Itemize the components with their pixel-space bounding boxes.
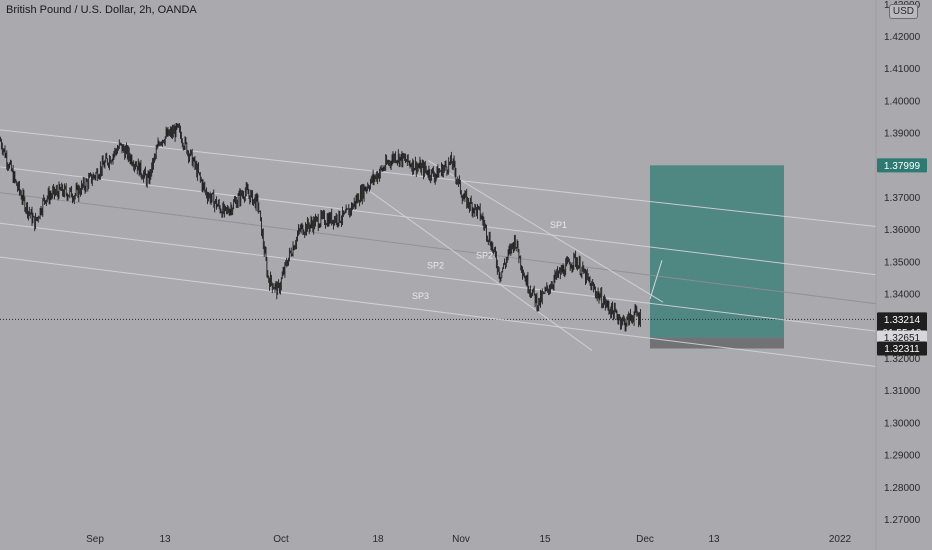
price-tag-box <box>877 312 927 327</box>
candle-layer <box>0 123 641 332</box>
trendline-layer <box>0 129 877 368</box>
y-tick-label: 1.30000 <box>884 418 921 429</box>
y-tick-label: 1.28000 <box>884 483 921 494</box>
y-tick-label: 1.29000 <box>884 451 921 462</box>
y-tick-label: 1.39000 <box>884 129 921 140</box>
x-tick-label: 15 <box>539 534 551 545</box>
price-tag-target: 1.37999 <box>877 158 927 173</box>
y-tick-label: 1.42000 <box>884 32 921 43</box>
y-tick-label: 1.37000 <box>884 193 921 204</box>
price-tag-label: 1.32311 <box>884 344 920 355</box>
price-tag-box <box>877 158 927 173</box>
annotation-label: SP3 <box>412 291 429 301</box>
annotation-label: SP1 <box>550 220 567 230</box>
x-tick-label: Dec <box>636 534 654 545</box>
y-tick-label: 1.41000 <box>884 64 921 75</box>
x-tick-label: Sep <box>86 534 104 545</box>
y-tick-label: 1.32000 <box>884 354 921 365</box>
annotation-label: SP2 <box>476 251 493 261</box>
price-tag-label: 1.33214 <box>884 315 921 326</box>
y-tick-label: 1.36000 <box>884 225 921 236</box>
trendline-6 <box>364 187 593 351</box>
price-tag-label: 1.32651 <box>884 333 921 344</box>
y-tick-label: 1.35000 <box>884 257 921 268</box>
price-tag-label: 1.37999 <box>884 161 921 172</box>
price-tag-current: 1.33214 <box>877 312 927 327</box>
price-tag-box <box>877 341 927 356</box>
price-axis[interactable]: 1.27000 1.28000 1.29000 1.30000 1.31000 1.320… <box>884 0 921 526</box>
y-tick-label: 1.34000 <box>884 290 921 301</box>
currency-badge[interactable]: USD <box>888 4 918 19</box>
stop-zone <box>650 337 784 349</box>
trendline-5 <box>427 160 664 303</box>
price-tag-stop: 1.32311 <box>877 341 927 356</box>
x-tick-label: 2022 <box>829 534 852 545</box>
price-tag-box <box>877 330 927 345</box>
trendline-1 <box>0 192 877 305</box>
y-tick-label: 1.40000 <box>884 96 921 107</box>
trendline-3 <box>0 256 877 368</box>
target-zone <box>650 165 784 338</box>
chart-title: British Pound / U.S. Dollar, 2h, OANDA <box>6 4 197 16</box>
price-tag-entry: 1.32651 <box>877 330 927 345</box>
y-tick-label: 1.31000 <box>884 386 921 397</box>
trendline-2 <box>0 222 877 332</box>
x-tick-label: 18 <box>372 534 384 545</box>
x-tick-label: Oct <box>273 534 289 545</box>
time-axis[interactable]: Sep 13 Oct 18 Nov 15 Dec 13 2022 <box>86 534 851 545</box>
position-zones <box>650 165 784 349</box>
projection-line <box>649 260 663 300</box>
y-tick-label: 1.27000 <box>884 515 921 526</box>
annotation-layer: SP1 SP2 SP2 SP3 <box>412 220 567 301</box>
x-tick-label: 13 <box>159 534 171 545</box>
x-tick-label: Nov <box>452 534 470 545</box>
annotation-label: SP2 <box>427 260 444 270</box>
x-tick-label: 13 <box>708 534 720 545</box>
trendline-4 <box>0 129 877 227</box>
